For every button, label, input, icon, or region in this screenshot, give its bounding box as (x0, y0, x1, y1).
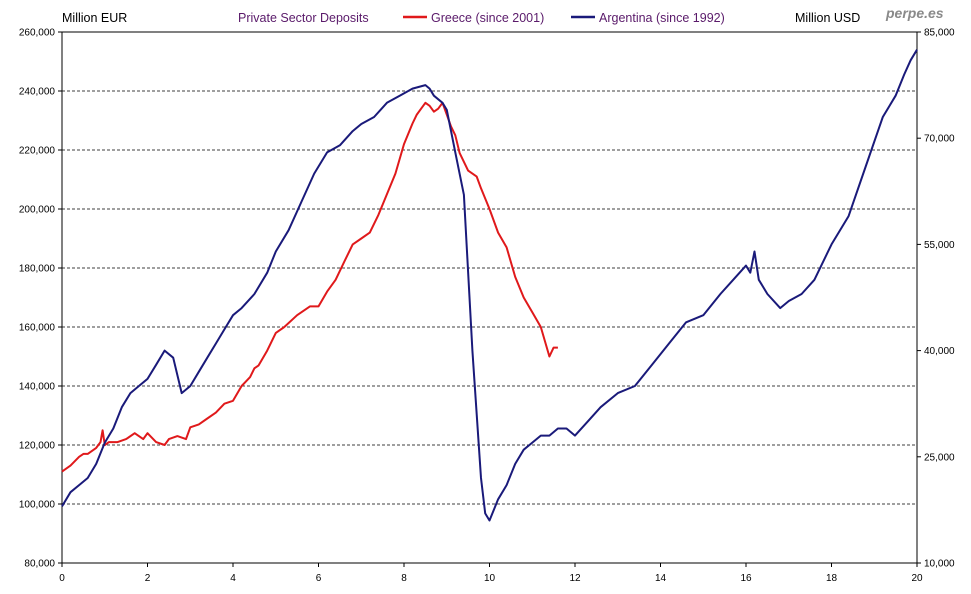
series-line-greece (61, 101, 558, 473)
x-tick-label: 8 (401, 573, 407, 584)
legend-label-argentina: Argentina (since 1992) (599, 11, 725, 25)
left-y-axis: 80,000 100,000 120,000 140,000 160,000 180,00… (19, 28, 62, 570)
left-tick-label: 80,000 (24, 559, 55, 570)
right-tick-label: 85,000 (924, 28, 955, 39)
chart-title: Private Sector Deposits (238, 11, 369, 25)
x-tick-label: 12 (569, 573, 581, 584)
x-tick-label: 18 (826, 573, 838, 584)
watermark-logo: perpe.es (885, 5, 944, 21)
left-tick-label: 260,000 (19, 28, 56, 39)
legend-label-greece: Greece (since 2001) (431, 11, 544, 25)
right-y-axis: 10,000 25,000 40,000 55,000 70,000 85,000 (917, 28, 955, 570)
series-line-argentina (61, 49, 918, 522)
right-tick-label: 10,000 (924, 559, 955, 570)
x-axis: 0 2 4 6 8 10 12 14 16 18 20 (59, 563, 923, 584)
series-lines (61, 49, 918, 522)
right-axis-unit-label: Million USD (795, 11, 860, 25)
right-tick-label: 25,000 (924, 452, 955, 463)
right-tick-label: 40,000 (924, 346, 955, 357)
right-tick-label: 70,000 (924, 134, 955, 145)
x-tick-label: 6 (316, 573, 322, 584)
left-tick-label: 200,000 (19, 205, 56, 216)
x-tick-label: 4 (230, 573, 236, 584)
x-tick-label: 2 (145, 573, 151, 584)
x-tick-label: 10 (484, 573, 496, 584)
left-tick-label: 120,000 (19, 441, 56, 452)
left-tick-label: 140,000 (19, 382, 56, 393)
left-tick-label: 240,000 (19, 87, 56, 98)
x-tick-label: 0 (59, 573, 65, 584)
left-tick-label: 180,000 (19, 264, 56, 275)
left-axis-unit-label: Million EUR (62, 11, 127, 25)
x-tick-label: 16 (740, 573, 752, 584)
grid-lines (62, 90, 917, 505)
left-tick-label: 100,000 (19, 500, 56, 511)
left-tick-label: 160,000 (19, 323, 56, 334)
left-tick-label: 220,000 (19, 146, 56, 157)
x-tick-label: 20 (911, 573, 923, 584)
right-tick-label: 55,000 (924, 240, 955, 251)
x-tick-label: 14 (655, 573, 667, 584)
